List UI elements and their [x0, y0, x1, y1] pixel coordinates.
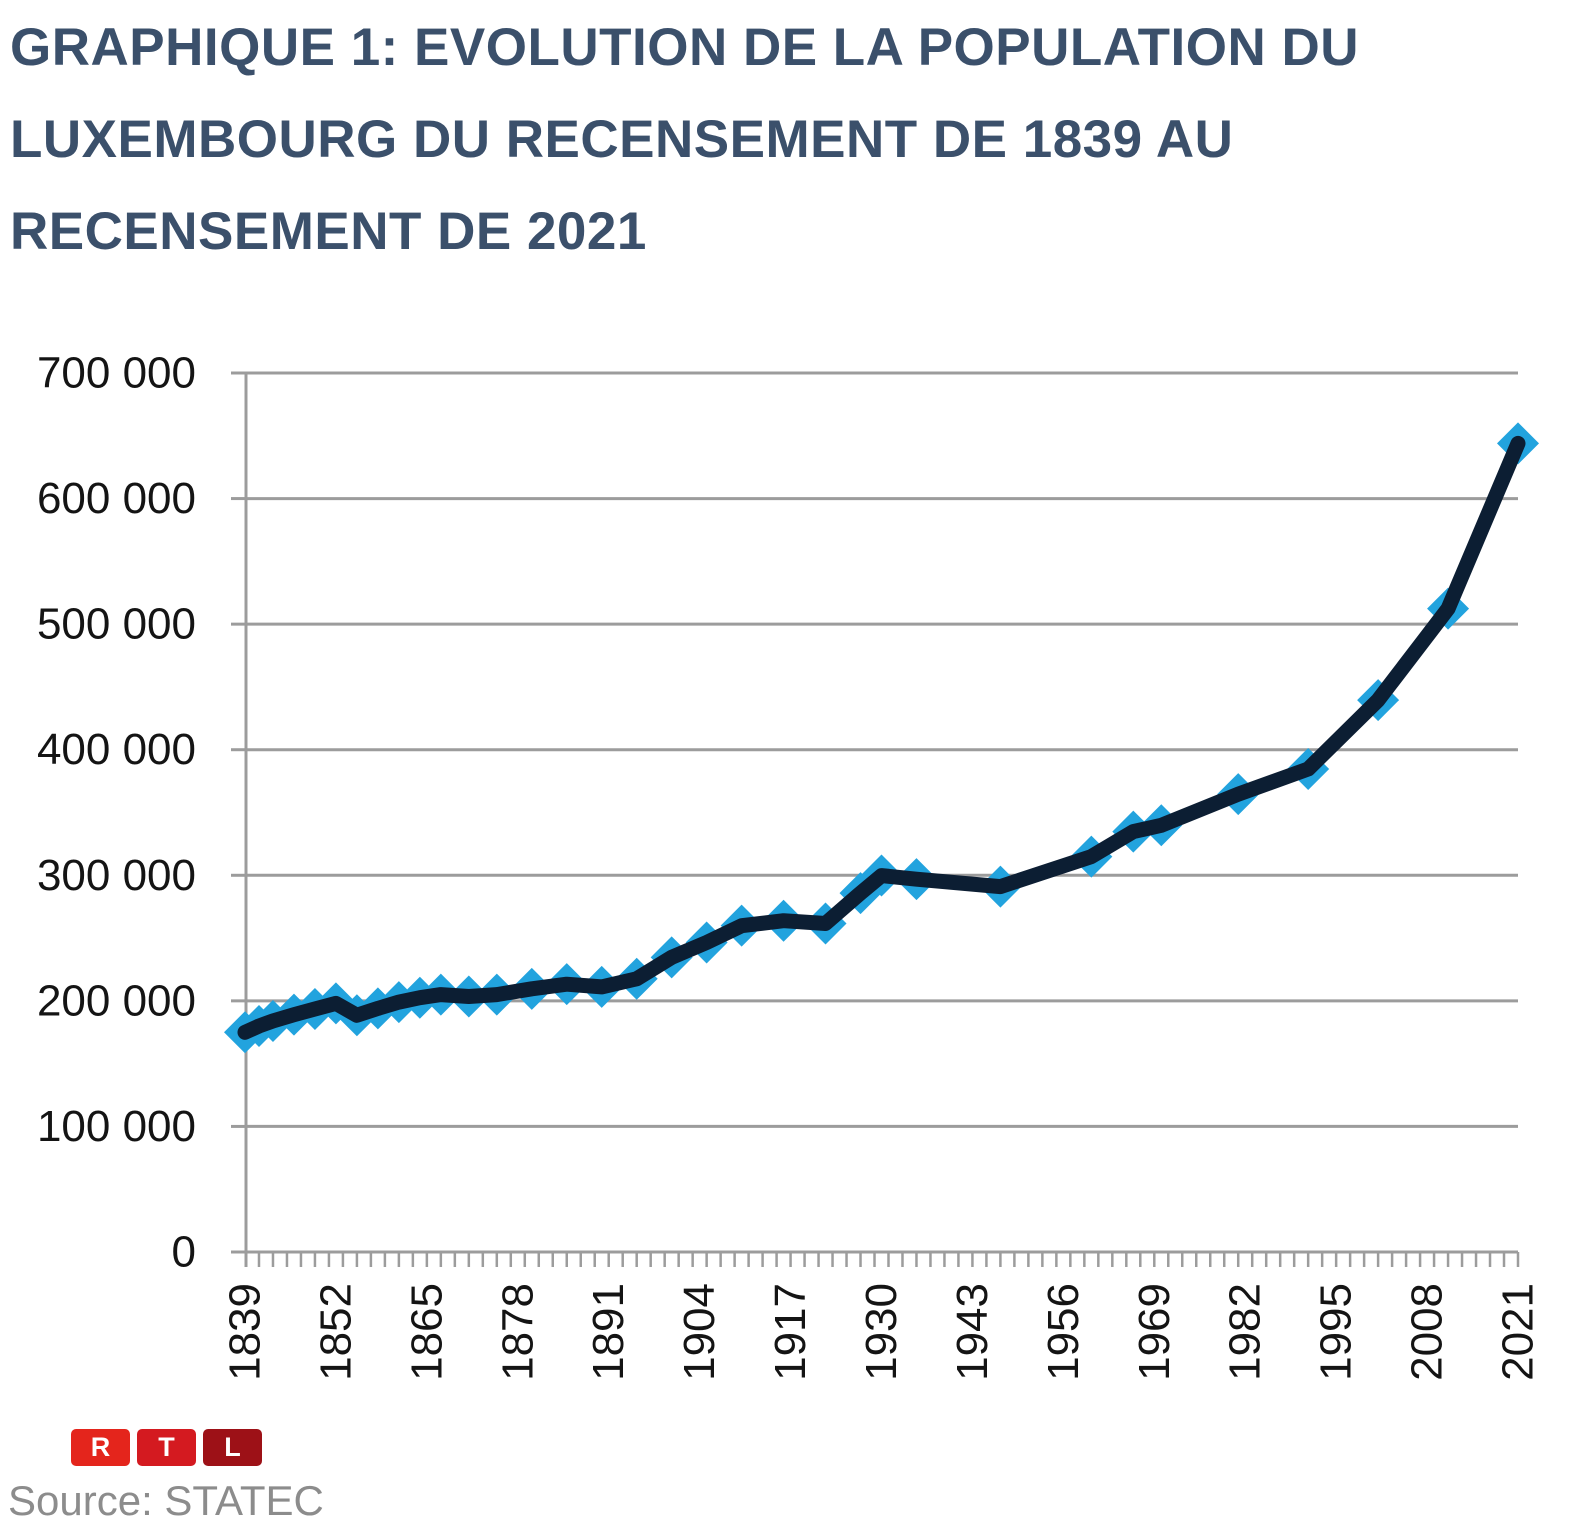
x-axis-tick-label: 2008 [1403, 1283, 1452, 1381]
x-axis-tick-label: 1943 [948, 1283, 997, 1381]
x-axis-tick-label: 1995 [1312, 1283, 1361, 1381]
rtl-logo-letter-t: T [137, 1429, 196, 1466]
x-axis-tick-label: 1930 [857, 1283, 906, 1381]
axes [244, 373, 1518, 1267]
rtl-logo: R T L [71, 1429, 262, 1466]
x-axis-tick-label: 1904 [675, 1283, 724, 1381]
y-axis-tick-label: 200 000 [37, 976, 196, 1025]
x-axis-tick-label: 1917 [766, 1283, 815, 1381]
y-axis-tick-label: 0 [172, 1228, 196, 1277]
x-axis-tick-label: 1891 [584, 1283, 633, 1381]
y-axis-tick-label: 300 000 [37, 851, 196, 900]
page-title: GRAPHIQUE 1: EVOLUTION DE LA POPULATION … [10, 2, 1562, 278]
x-axis-tick-label: 1865 [402, 1283, 451, 1381]
page-title-line-3: RECENSEMENT DE 2021 [10, 202, 647, 261]
page-title-line-2: LUXEMBOURG DU RECENSEMENT DE 1839 AU [10, 110, 1234, 169]
x-axis-ticks [257, 1252, 1520, 1267]
y-axis-tick-label: 700 000 [37, 349, 196, 398]
x-axis-tick-label: 1852 [311, 1283, 360, 1381]
y-axis-tick-label: 600 000 [37, 474, 196, 523]
rtl-logo-letter-l: L [203, 1429, 262, 1466]
x-axis-tick-label: 2021 [1494, 1283, 1543, 1381]
y-axis-labels: 0 100 000 200 000 300 000 400 000 500 000 600 … [37, 349, 196, 1277]
x-axis-tick-label: 1982 [1221, 1283, 1270, 1381]
x-axis-tick-label: 1839 [221, 1283, 270, 1381]
x-axis-labels: 1839 1852 1865 1878 1891 1904 1917 1930 1943 1956… [221, 1283, 1543, 1381]
y-axis-tick-label: 500 000 [37, 600, 196, 649]
page-title-line-1: GRAPHIQUE 1: EVOLUTION DE LA POPULATION … [10, 18, 1360, 77]
rtl-logo-letter-r: R [71, 1429, 130, 1466]
population-series-line [237, 435, 1526, 1040]
x-axis-tick-label: 1969 [1130, 1283, 1179, 1381]
y-axis-tick-label: 100 000 [37, 1102, 196, 1151]
y-axis-tick-label: 400 000 [37, 725, 196, 774]
source-caption: Source: STATEC [8, 1477, 324, 1524]
x-axis-tick-label: 1878 [493, 1283, 542, 1381]
y-axis-ticks [231, 371, 246, 1254]
x-axis-tick-label: 1956 [1039, 1283, 1088, 1381]
